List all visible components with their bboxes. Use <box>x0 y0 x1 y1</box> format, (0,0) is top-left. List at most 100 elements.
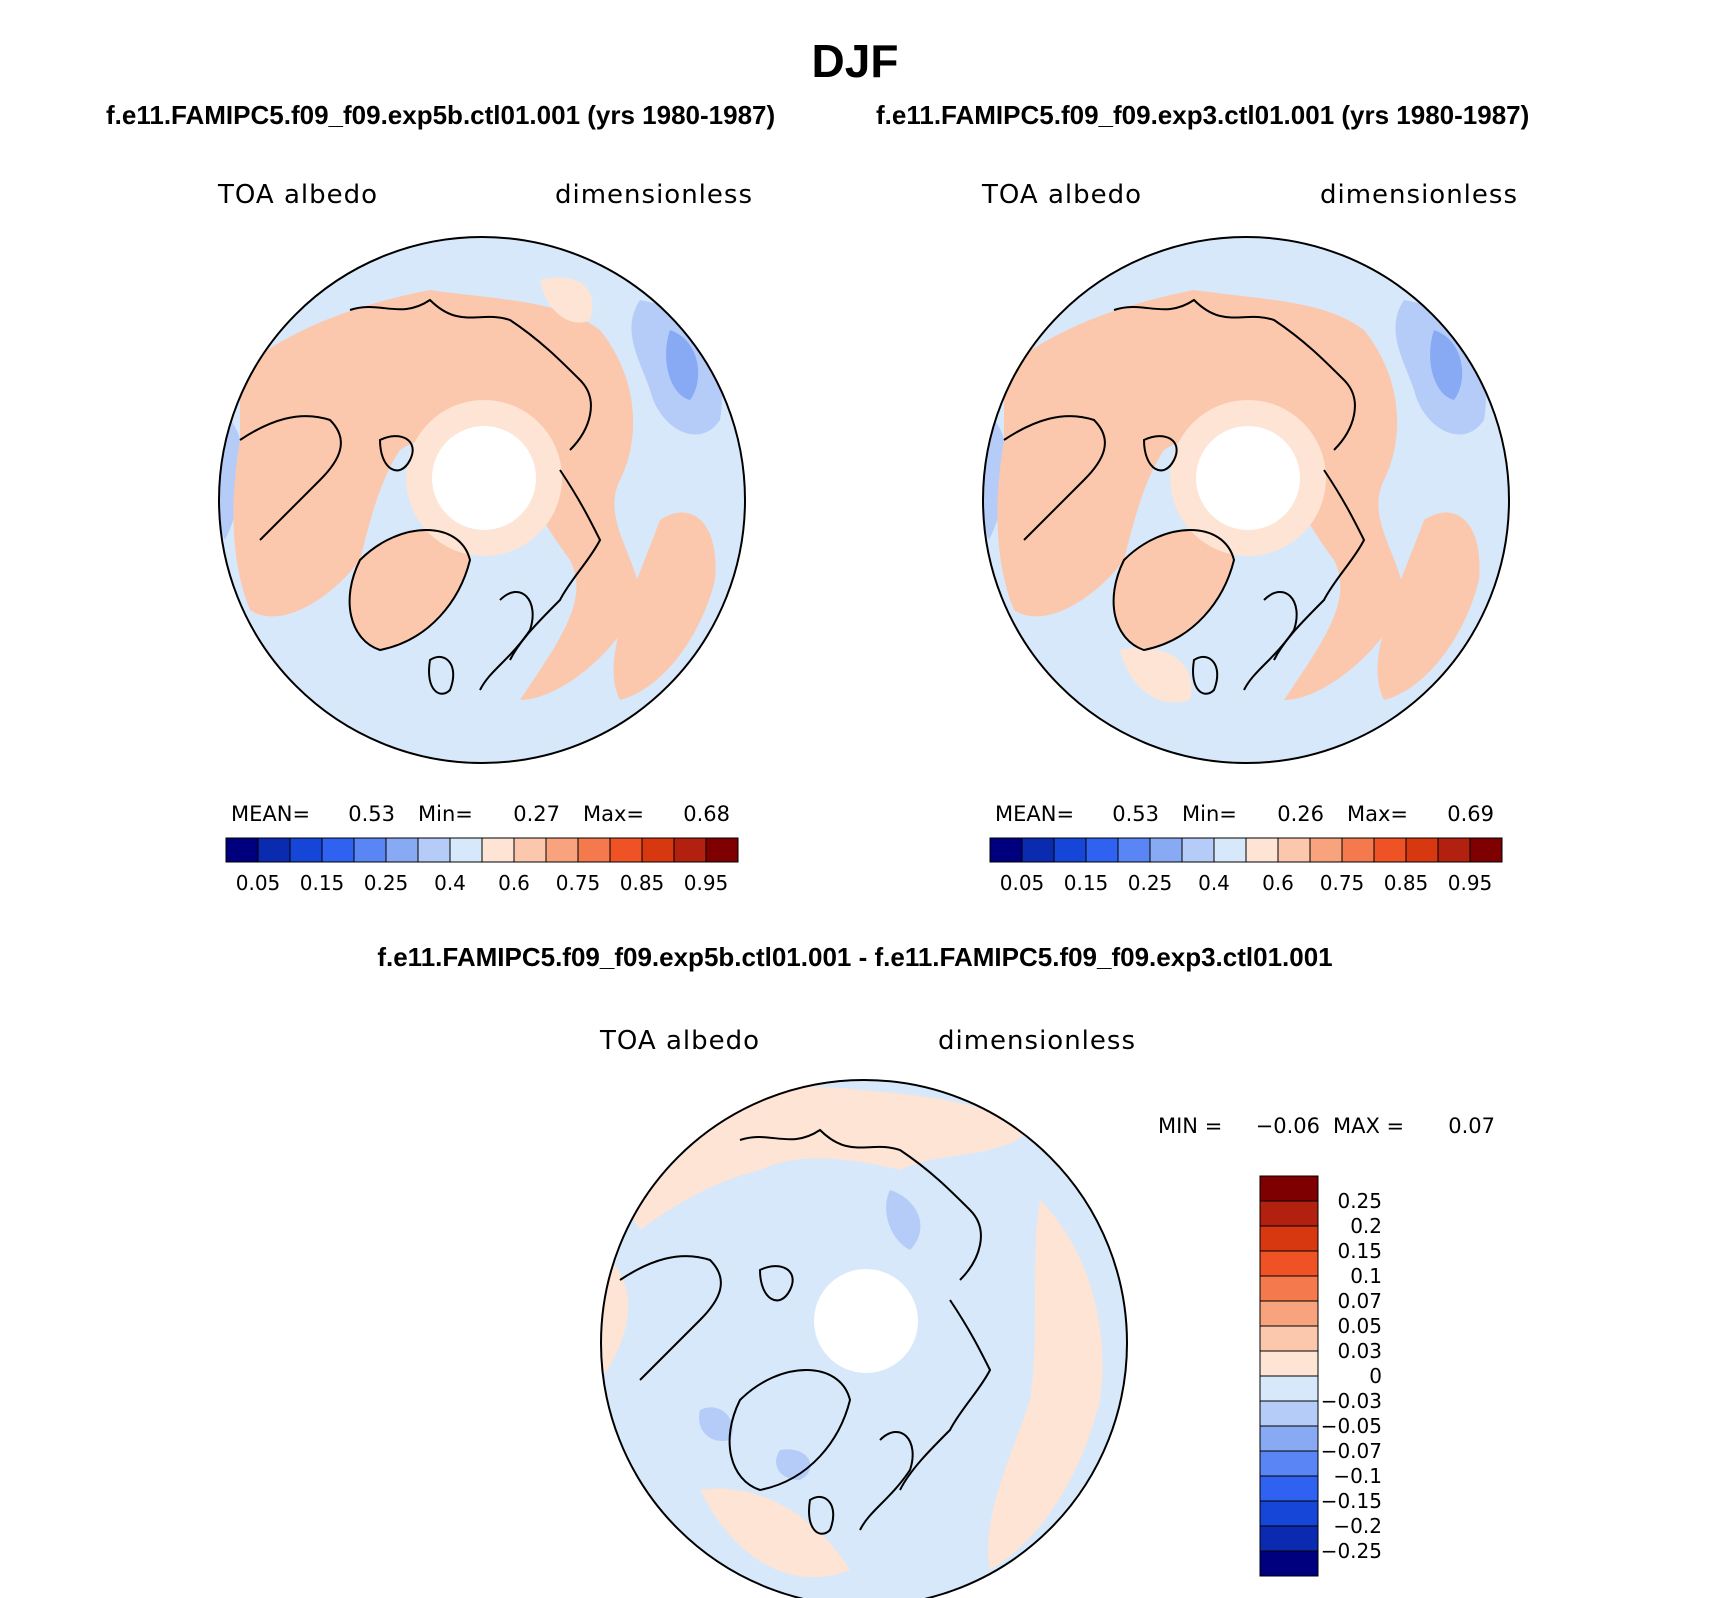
panel-1-colorbar-swatch <box>545 837 579 863</box>
panel-1-colorbar: 0.05 0.15 0.25 0.4 0.6 0.75 0.85 0.95 <box>225 837 739 895</box>
panel-1-units-label: dimensionless <box>555 180 753 210</box>
panel-2-colorbar-tick-label: 0.75 <box>1320 871 1365 895</box>
panel-1-map <box>218 236 746 764</box>
difference-colorbar-swatch <box>1259 1450 1319 1477</box>
panel-1-mean-value: 0.53 <box>348 802 395 826</box>
difference-variable-label: TOA albedo <box>600 1026 761 1056</box>
panel-2-colorbar-tick-label: 0.25 <box>1128 871 1173 895</box>
difference-colorbar-tick-label: −0.25 <box>1321 1539 1382 1563</box>
difference-colorbar-swatch <box>1259 1550 1319 1577</box>
panel-2-colorbar-swatch <box>1277 837 1311 863</box>
panel-1-colorbar-tick-label: 0.4 <box>434 871 466 895</box>
panel-2-colorbar-swatch <box>1181 837 1215 863</box>
difference-colorbar-tick-label: 0.1 <box>1350 1264 1382 1288</box>
panel-2-colorbar-swatch <box>1341 837 1375 863</box>
panel-2-colorbar-swatch <box>989 837 1023 863</box>
difference-colorbar-tick-label: −0.15 <box>1321 1489 1382 1513</box>
panel-2-colorbar-tick-label: 0.6 <box>1262 871 1294 895</box>
panel-2-colorbar-swatch <box>1469 837 1503 863</box>
panel-1-max-value: 0.68 <box>683 802 730 826</box>
panel-1-variable-label: TOA albedo <box>218 180 379 210</box>
panel-1-colorbar-swatch <box>353 837 387 863</box>
panel-1-colorbar-swatch <box>481 837 515 863</box>
panel-1-colorbar-swatch <box>385 837 419 863</box>
difference-colorbar-tick-label: 0 <box>1369 1364 1382 1388</box>
difference-colorbar-tick-label: 0.03 <box>1337 1339 1382 1363</box>
difference-colorbar-swatch <box>1259 1175 1319 1202</box>
difference-colorbar-swatch <box>1259 1250 1319 1277</box>
panel-2-colorbar-tick-label: 0.15 <box>1064 871 1109 895</box>
panel-2-colorbar-swatch <box>1053 837 1087 863</box>
difference-colorbar-tick-label: 0.05 <box>1337 1314 1382 1338</box>
difference-colorbar-swatch <box>1259 1350 1319 1377</box>
difference-colorbar-swatch <box>1259 1400 1319 1427</box>
difference-colorbar-tick-label: 0.07 <box>1337 1289 1382 1313</box>
panel-1-colorbar-swatch <box>449 837 483 863</box>
panel-1-colorbar-swatch <box>577 837 611 863</box>
difference-colorbar-tick-label: 0.25 <box>1337 1189 1382 1213</box>
difference-case-title: f.e11.FAMIPC5.f09_f09.exp5b.ctl01.001 - … <box>377 942 1333 972</box>
panel-2-max-label: Max= <box>1347 802 1409 826</box>
panel-2-colorbar-swatch <box>1373 837 1407 863</box>
difference-colorbar-swatch <box>1259 1425 1319 1452</box>
panel-1-colorbar-swatch <box>673 837 707 863</box>
panel-2-colorbar-tick-label: 0.95 <box>1448 871 1493 895</box>
difference-colorbar-tick-label: 0.2 <box>1350 1214 1382 1238</box>
panel-2-variable-label: TOA albedo <box>982 180 1143 210</box>
panel-1-colorbar-swatch <box>225 837 259 863</box>
panel-1-min-value: 0.27 <box>513 802 560 826</box>
panel-1-colorbar-swatch <box>257 837 291 863</box>
difference-min-label: MIN = <box>1158 1114 1223 1138</box>
panel-1-mean-label: MEAN= <box>231 802 311 826</box>
panel-1-colorbar-tick-label: 0.05 <box>236 871 281 895</box>
difference-colorbar-swatch <box>1259 1525 1319 1552</box>
panel-2-colorbar-swatch <box>1117 837 1151 863</box>
difference-min-value: −0.06 <box>1255 1114 1320 1138</box>
page-title: DJF <box>811 35 899 87</box>
panel-1-colorbar-tick-label: 0.75 <box>556 871 601 895</box>
panel-1-colorbar-swatch <box>609 837 643 863</box>
difference-units-label: dimensionless <box>938 1026 1136 1056</box>
difference-map <box>600 1079 1128 1598</box>
difference-max-value: 0.07 <box>1448 1114 1495 1138</box>
panel-2-colorbar-swatch <box>1405 837 1439 863</box>
panel-1-colorbar-swatch <box>417 837 451 863</box>
panel-1-colorbar-swatch <box>513 837 547 863</box>
panel-2-colorbar-swatch <box>1021 837 1055 863</box>
panel-2-case-title: f.e11.FAMIPC5.f09_f09.exp3.ctl01.001 (yr… <box>876 100 1530 130</box>
difference-colorbar-swatch <box>1259 1300 1319 1327</box>
difference-colorbar-tick-label: 0.15 <box>1337 1239 1382 1263</box>
panel-2-colorbar-swatch <box>1309 837 1343 863</box>
difference-colorbar-tick-label: −0.1 <box>1333 1464 1382 1488</box>
panel-1-colorbar-tick-label: 0.85 <box>620 871 665 895</box>
panel-1-colorbar-swatch <box>641 837 675 863</box>
difference-colorbar-tick-label: −0.05 <box>1321 1414 1382 1438</box>
difference-colorbar-swatch <box>1259 1325 1319 1352</box>
panel-2-mean-value: 0.53 <box>1112 802 1159 826</box>
panel-2-min-label: Min= <box>1182 802 1237 826</box>
panel-1-colorbar-swatch <box>289 837 323 863</box>
panel-1-colorbar-swatch <box>321 837 355 863</box>
panel-1-colorbar-tick-label: 0.25 <box>364 871 409 895</box>
panel-2-colorbar-swatch <box>1437 837 1471 863</box>
difference-colorbar-swatch <box>1259 1375 1319 1402</box>
panel-1-colorbar-tick-label: 0.6 <box>498 871 530 895</box>
difference-colorbar-swatch <box>1259 1475 1319 1502</box>
panel-2-colorbar-tick-label: 0.05 <box>1000 871 1045 895</box>
panel-2-min-value: 0.26 <box>1277 802 1324 826</box>
difference-colorbar: 0.250.20.150.10.070.050.030−0.03−0.05 −0.… <box>1259 1175 1382 1577</box>
panel-2-colorbar-tick-label: 0.4 <box>1198 871 1230 895</box>
panel-2-colorbar-swatch <box>1149 837 1183 863</box>
panel-2-map <box>982 236 1510 764</box>
panel-1-colorbar-swatch <box>705 837 739 863</box>
panel-1-max-label: Max= <box>583 802 645 826</box>
panel-2-units-label: dimensionless <box>1320 180 1518 210</box>
panel-2-colorbar-swatch <box>1213 837 1247 863</box>
difference-colorbar-swatch <box>1259 1200 1319 1227</box>
panel-2-mean-label: MEAN= <box>995 802 1075 826</box>
panel-2-colorbar-swatch <box>1245 837 1279 863</box>
difference-colorbar-tick-label: −0.03 <box>1321 1389 1382 1413</box>
difference-colorbar-swatch <box>1259 1500 1319 1527</box>
panel-2-colorbar-swatch <box>1085 837 1119 863</box>
